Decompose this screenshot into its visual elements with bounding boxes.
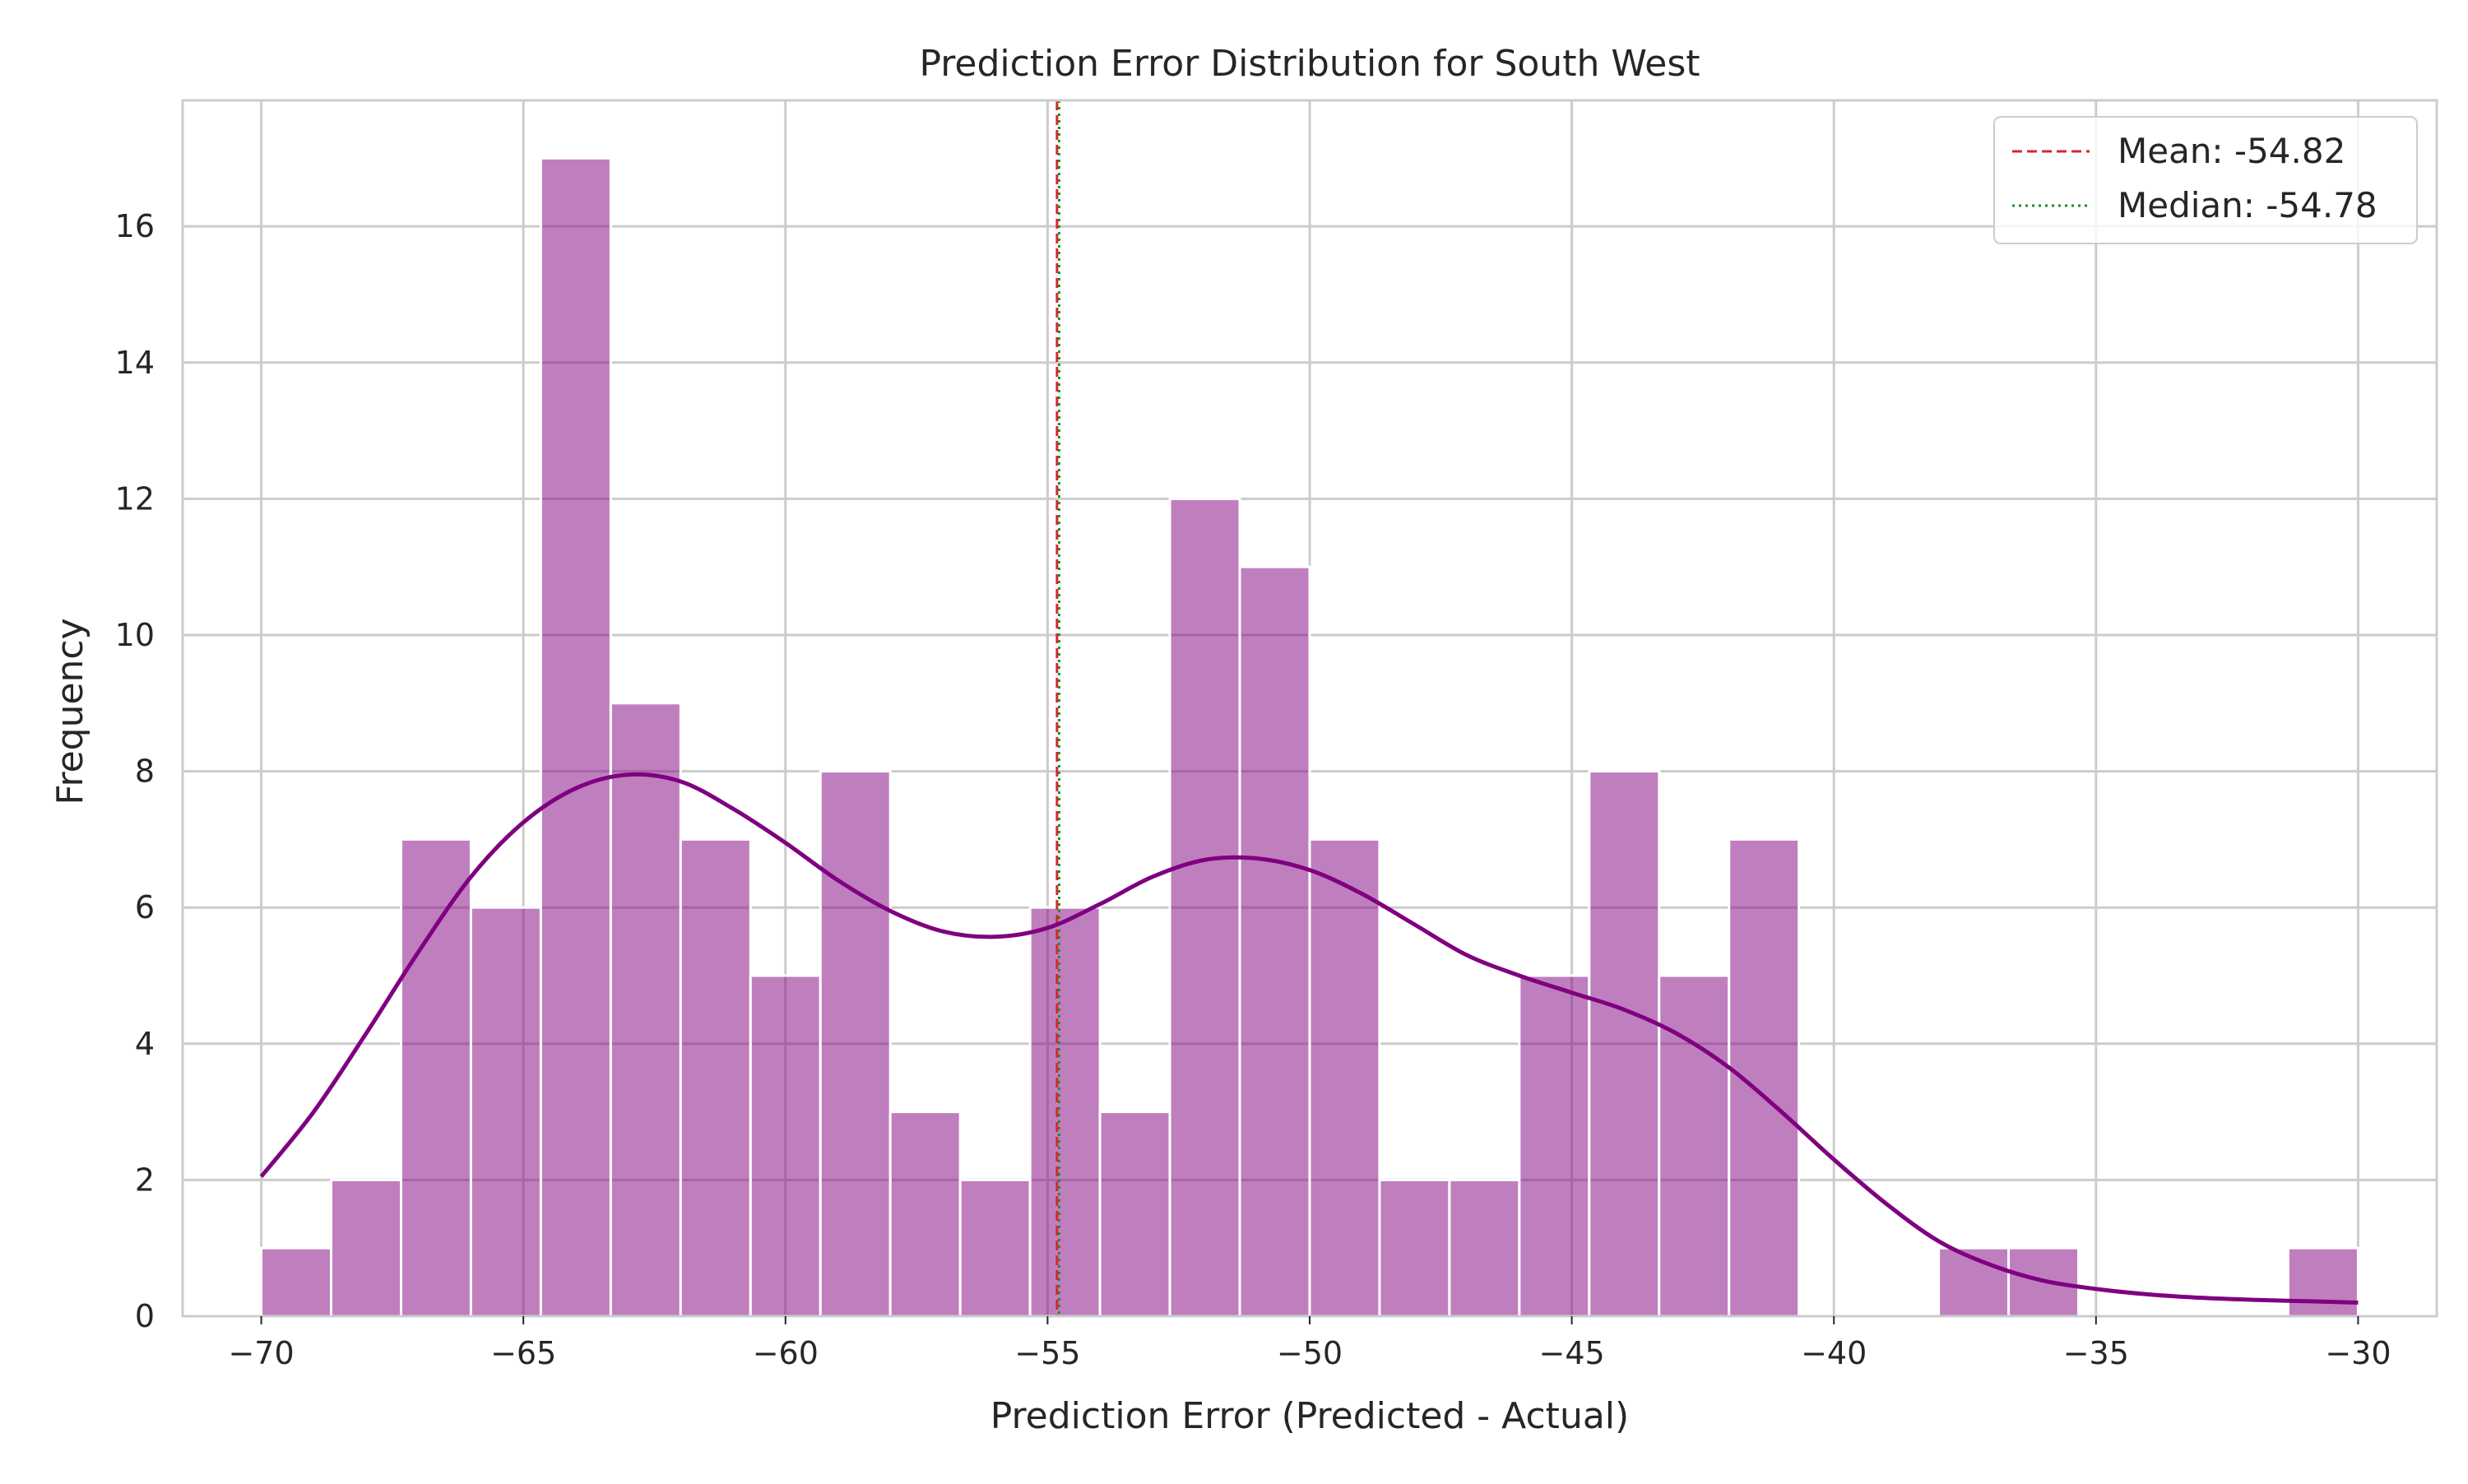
chart-title: Prediction Error Distribution for South … [919, 43, 1700, 85]
bars [260, 156, 2359, 1318]
histogram-bar [888, 1111, 962, 1318]
x-tick-label: −35 [2063, 1335, 2129, 1371]
y-tick-label: 2 [135, 1162, 155, 1198]
histogram-bar [330, 1178, 402, 1318]
y-tick-label: 8 [135, 754, 155, 790]
histogram-bar [2286, 1246, 2359, 1318]
histogram-bar [469, 906, 542, 1318]
y-tick-label: 14 [115, 345, 155, 381]
histogram-bar [1518, 974, 1591, 1318]
histogram-bar [399, 837, 472, 1318]
y-tick-label: 6 [135, 889, 155, 925]
histogram-bar [1658, 974, 1731, 1318]
y-axis-ticks: 0 2 4 6 8 10 12 14 16 [115, 208, 155, 1334]
x-tick-label: −55 [1014, 1335, 1080, 1371]
histogram-bar [1378, 1178, 1451, 1318]
histogram-bar [260, 1246, 333, 1318]
histogram-bar [539, 156, 612, 1318]
y-tick-label: 10 [115, 617, 155, 653]
legend-median-label: Median: -54.78 [2118, 185, 2378, 225]
kde-curve [259, 772, 2359, 1305]
x-tick-label: −50 [1277, 1335, 1343, 1371]
x-axis-ticks: −70 −65 −60 −55 −50 −45 −40 −35 −30 [228, 1316, 2391, 1371]
legend-box [1993, 116, 2418, 244]
histogram-bar [1448, 1178, 1521, 1318]
x-axis-label: Prediction Error (Predicted - Actual) [990, 1395, 1629, 1437]
legend-mean-label: Mean: -54.82 [2118, 131, 2345, 171]
x-tick-label: −30 [2325, 1335, 2391, 1371]
histogram-bar [1098, 1111, 1171, 1318]
histogram-bar [679, 837, 752, 1318]
y-tick-label: 0 [135, 1298, 155, 1334]
y-tick-label: 16 [115, 208, 155, 244]
histogram-bar [609, 702, 682, 1318]
x-tick-label: −45 [1539, 1335, 1605, 1371]
x-tick-label: −65 [490, 1335, 556, 1371]
x-tick-label: −40 [1801, 1335, 1867, 1371]
reference-lines [1055, 100, 1060, 1316]
y-axis-label: Frequency [49, 618, 91, 805]
y-tick-label: 4 [135, 1026, 155, 1062]
histogram-bar [1308, 837, 1381, 1318]
histogram-bar [749, 974, 822, 1318]
legend: Mean: -54.82 Median: -54.78 [1993, 116, 2418, 244]
histogram-bar [1028, 906, 1102, 1318]
histogram-bar [1588, 770, 1661, 1318]
histogram-bar [1168, 497, 1241, 1318]
x-tick-label: −70 [228, 1335, 294, 1371]
y-tick-label: 12 [115, 480, 155, 517]
x-tick-label: −60 [753, 1335, 819, 1371]
histogram-bar [819, 770, 892, 1318]
histogram-bar [1238, 565, 1311, 1318]
histogram-bar [958, 1178, 1032, 1318]
